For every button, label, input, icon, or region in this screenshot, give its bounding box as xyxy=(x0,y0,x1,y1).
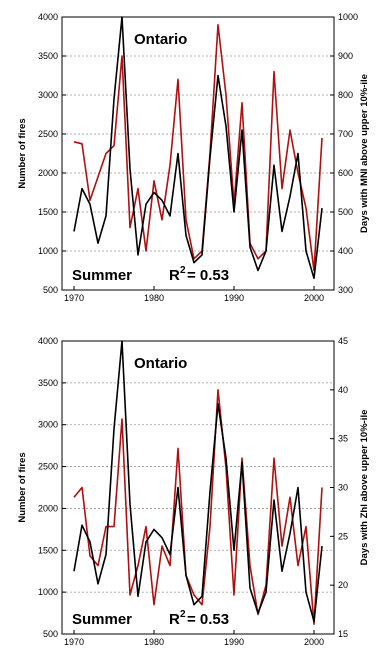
y2tick-label-1-4: 35 xyxy=(338,434,348,444)
y2label-1: Days with Zhl above upper 10%-ile xyxy=(359,410,370,566)
xtick-label-1-2: 1990 xyxy=(224,637,244,647)
xtick-label-0-1: 1980 xyxy=(144,293,164,303)
y2tick-label-0-4: 700 xyxy=(338,129,353,139)
region-label-0: Ontario xyxy=(134,31,187,48)
y2tick-label-0-5: 800 xyxy=(338,90,353,100)
y2tick-label-1-6: 45 xyxy=(338,336,348,346)
y2tick-label-1-5: 40 xyxy=(338,385,348,395)
y2tick-label-0-2: 500 xyxy=(338,207,353,217)
series-line-1-fires xyxy=(73,340,323,623)
y2tick-label-1-1: 20 xyxy=(338,580,348,590)
series-line-0-index xyxy=(73,23,323,272)
ytick-label-1-5: 3000 xyxy=(38,420,58,430)
ytick-label-1-4: 2500 xyxy=(38,462,58,472)
season-label-1: Summer xyxy=(72,611,132,628)
ytick-label-1-7: 4000 xyxy=(38,336,58,346)
ytick-label-0-4: 2500 xyxy=(38,129,58,139)
y2tick-label-1-2: 25 xyxy=(338,531,348,541)
r2-superscript-1: 2 xyxy=(180,609,186,620)
y2tick-label-0-3: 600 xyxy=(338,168,353,178)
y2tick-label-0-7: 1000 xyxy=(338,12,358,22)
r2-value-0: = 0.53 xyxy=(187,267,229,284)
r2-value-1: = 0.53 xyxy=(187,611,229,628)
ytick-label-1-3: 2000 xyxy=(38,503,58,513)
ytick-label-0-6: 3500 xyxy=(38,51,58,61)
ytick-label-1-0: 500 xyxy=(43,629,58,639)
xtick-label-1-0: 1970 xyxy=(64,637,84,647)
ylabel-0: Number of fires xyxy=(17,118,28,188)
xtick-label-0-0: 1970 xyxy=(64,293,84,303)
r2-label-0: R xyxy=(169,267,180,284)
y2label-0: Days with MNI above upper 10%-ile xyxy=(359,74,370,233)
ytick-label-0-5: 3000 xyxy=(38,90,58,100)
region-label-1: Ontario xyxy=(134,355,187,372)
r2-label-1: R xyxy=(169,611,180,628)
series-line-0-fires xyxy=(73,16,323,280)
ytick-label-0-1: 1000 xyxy=(38,246,58,256)
season-label-0: Summer xyxy=(72,267,132,284)
ytick-label-1-6: 3500 xyxy=(38,378,58,388)
ytick-label-0-3: 2000 xyxy=(38,168,58,178)
y2tick-label-0-0: 300 xyxy=(338,285,353,295)
y2tick-label-0-1: 400 xyxy=(338,246,353,256)
plot-frame-0 xyxy=(61,16,335,291)
xtick-label-0-2: 1990 xyxy=(224,293,244,303)
ylabel-1: Number of fires xyxy=(17,452,28,522)
ytick-label-0-0: 500 xyxy=(43,285,58,295)
y2tick-label-0-6: 900 xyxy=(338,51,353,61)
ytick-label-1-1: 1000 xyxy=(38,587,58,597)
xtick-label-1-1: 1980 xyxy=(144,637,164,647)
r2-superscript-0: 2 xyxy=(180,265,186,276)
ytick-label-0-2: 1500 xyxy=(38,207,58,217)
ytick-label-1-2: 1500 xyxy=(38,545,58,555)
ytick-label-0-7: 4000 xyxy=(38,12,58,22)
xtick-label-0-3: 2000 xyxy=(304,293,324,303)
y2tick-label-1-3: 30 xyxy=(338,483,348,493)
xtick-label-1-3: 2000 xyxy=(304,637,324,647)
y2tick-label-1-0: 15 xyxy=(338,629,348,639)
plot-frame-1 xyxy=(61,340,335,635)
